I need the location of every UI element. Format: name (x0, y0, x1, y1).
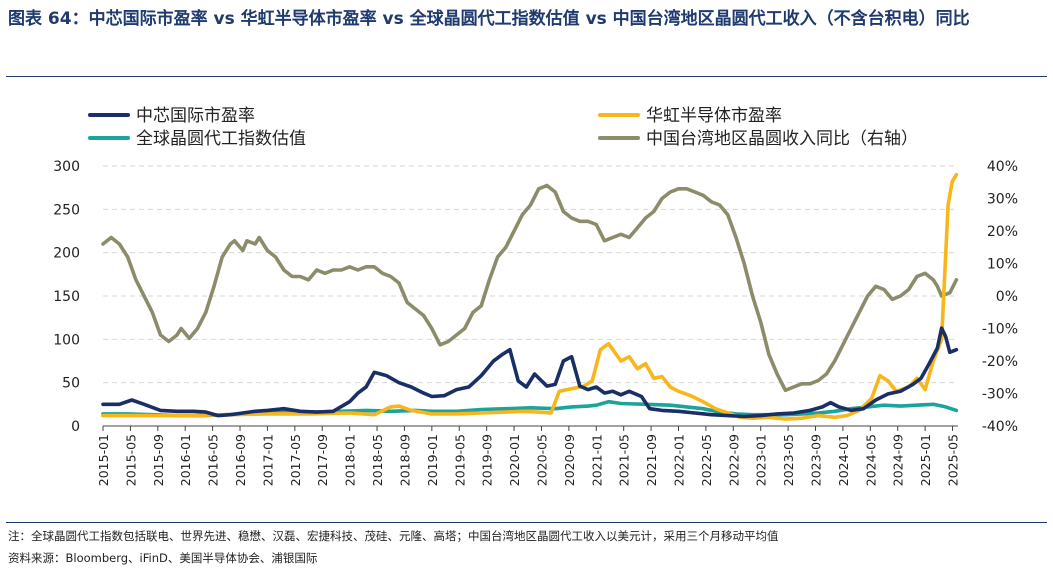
y-left-tick-label: 0 (71, 419, 80, 435)
x-tick-label: 2022-09 (726, 434, 741, 486)
y-left-tick-label: 200 (53, 246, 80, 262)
x-tick-label: 2024-05 (863, 434, 878, 486)
y-right-tick-label: -40% (982, 419, 1018, 435)
legend-label-taiwan: 中国台湾地区晶圆收入同比（右轴） (646, 129, 918, 149)
x-tick-label: 2017-09 (315, 434, 330, 486)
x-tick-label: 2017-01 (260, 434, 275, 486)
x-tick-label: 2023-05 (781, 434, 796, 486)
x-tick-label: 2022-01 (671, 434, 686, 486)
x-tick-label: 2022-05 (699, 434, 714, 486)
y-left-tick-label: 50 (62, 376, 80, 392)
x-tick-label: 2015-01 (96, 434, 111, 486)
bottom-divider (6, 522, 1047, 523)
y-right-tick-label: -30% (982, 387, 1018, 403)
legend-label-global: 全球晶圆代工指数估值 (136, 129, 306, 149)
y-left-tick-label: 100 (53, 332, 80, 348)
x-tick-label: 2025-05 (946, 434, 961, 486)
x-tick-label: 2021-01 (589, 434, 604, 486)
y-left-tick-label: 300 (53, 159, 80, 175)
x-tick-label: 2017-05 (288, 434, 303, 486)
x-tick-label: 2019-09 (480, 434, 495, 486)
x-tick-label: 2020-05 (534, 434, 549, 486)
chart-title: 图表 64：中芯国际市盈率 vs 华虹半导体市盈率 vs 全球晶圆代工指数估值 … (8, 9, 970, 29)
y-right-tick-label: 30% (987, 192, 1018, 208)
x-tick-label: 2021-09 (644, 434, 659, 486)
y-left-tick-label: 150 (53, 289, 80, 305)
x-tick-label: 2024-09 (891, 434, 906, 486)
x-tick-label: 2024-01 (836, 434, 851, 486)
x-tick-label: 2016-01 (178, 434, 193, 486)
series-line-hua (101, 172, 959, 421)
axes: 0 50 100 150 200 250 300 -40% -30% -20% -10% 0% 10% 2… (53, 159, 1018, 486)
top-divider (6, 76, 1047, 77)
y-right-tick-label: -10% (982, 322, 1018, 338)
x-tick-label: 2019-05 (452, 434, 467, 486)
series-line-taiwan (101, 183, 959, 393)
footnote: 注：全球晶圆代工指数包括联电、世界先进、稳懋、汉磊、宏捷科技、茂硅、元隆、高塔；… (8, 529, 779, 543)
y-right-tick-label: 20% (987, 224, 1018, 240)
x-tick-label: 2021-05 (617, 434, 632, 486)
x-tick-label: 2015-09 (151, 434, 166, 486)
x-tick-label: 2025-01 (918, 434, 933, 486)
series-line-smic (101, 326, 959, 419)
legend-label-hua: 华虹半导体市盈率 (646, 106, 782, 126)
grid-lines (103, 165, 958, 384)
x-tick-label: 2015-05 (123, 434, 138, 486)
x-tick-label: 2018-09 (397, 434, 412, 486)
x-tick-label: 2016-09 (233, 434, 248, 486)
x-tick-label: 2019-01 (425, 434, 440, 486)
x-tick-label: 2018-05 (370, 434, 385, 486)
source-note: 资料来源：Bloomberg、iFinD、美国半导体协会、浦银国际 (8, 551, 318, 565)
line-chart: 0 50 100 150 200 250 300 -40% -30% -20% -10% 0% 10% 2… (53, 106, 1018, 486)
y-right-tick-label: 10% (987, 257, 1018, 273)
x-tick-label: 2020-01 (507, 434, 522, 486)
x-tick-label: 2023-09 (809, 434, 824, 486)
x-tick-label: 2020-09 (562, 434, 577, 486)
x-tick-label: 2023-01 (754, 434, 769, 486)
y-right-tick-label: -20% (982, 354, 1018, 370)
y-right-tick-label: 40% (987, 159, 1018, 175)
legend-label-smic: 中芯国际市盈率 (136, 106, 255, 126)
y-right-tick-label: 0% (996, 289, 1018, 305)
y-left-tick-label: 250 (53, 202, 80, 218)
x-tick-label: 2018-01 (343, 434, 358, 486)
x-tick-label: 2016-05 (206, 434, 221, 486)
series-lines (101, 172, 959, 421)
